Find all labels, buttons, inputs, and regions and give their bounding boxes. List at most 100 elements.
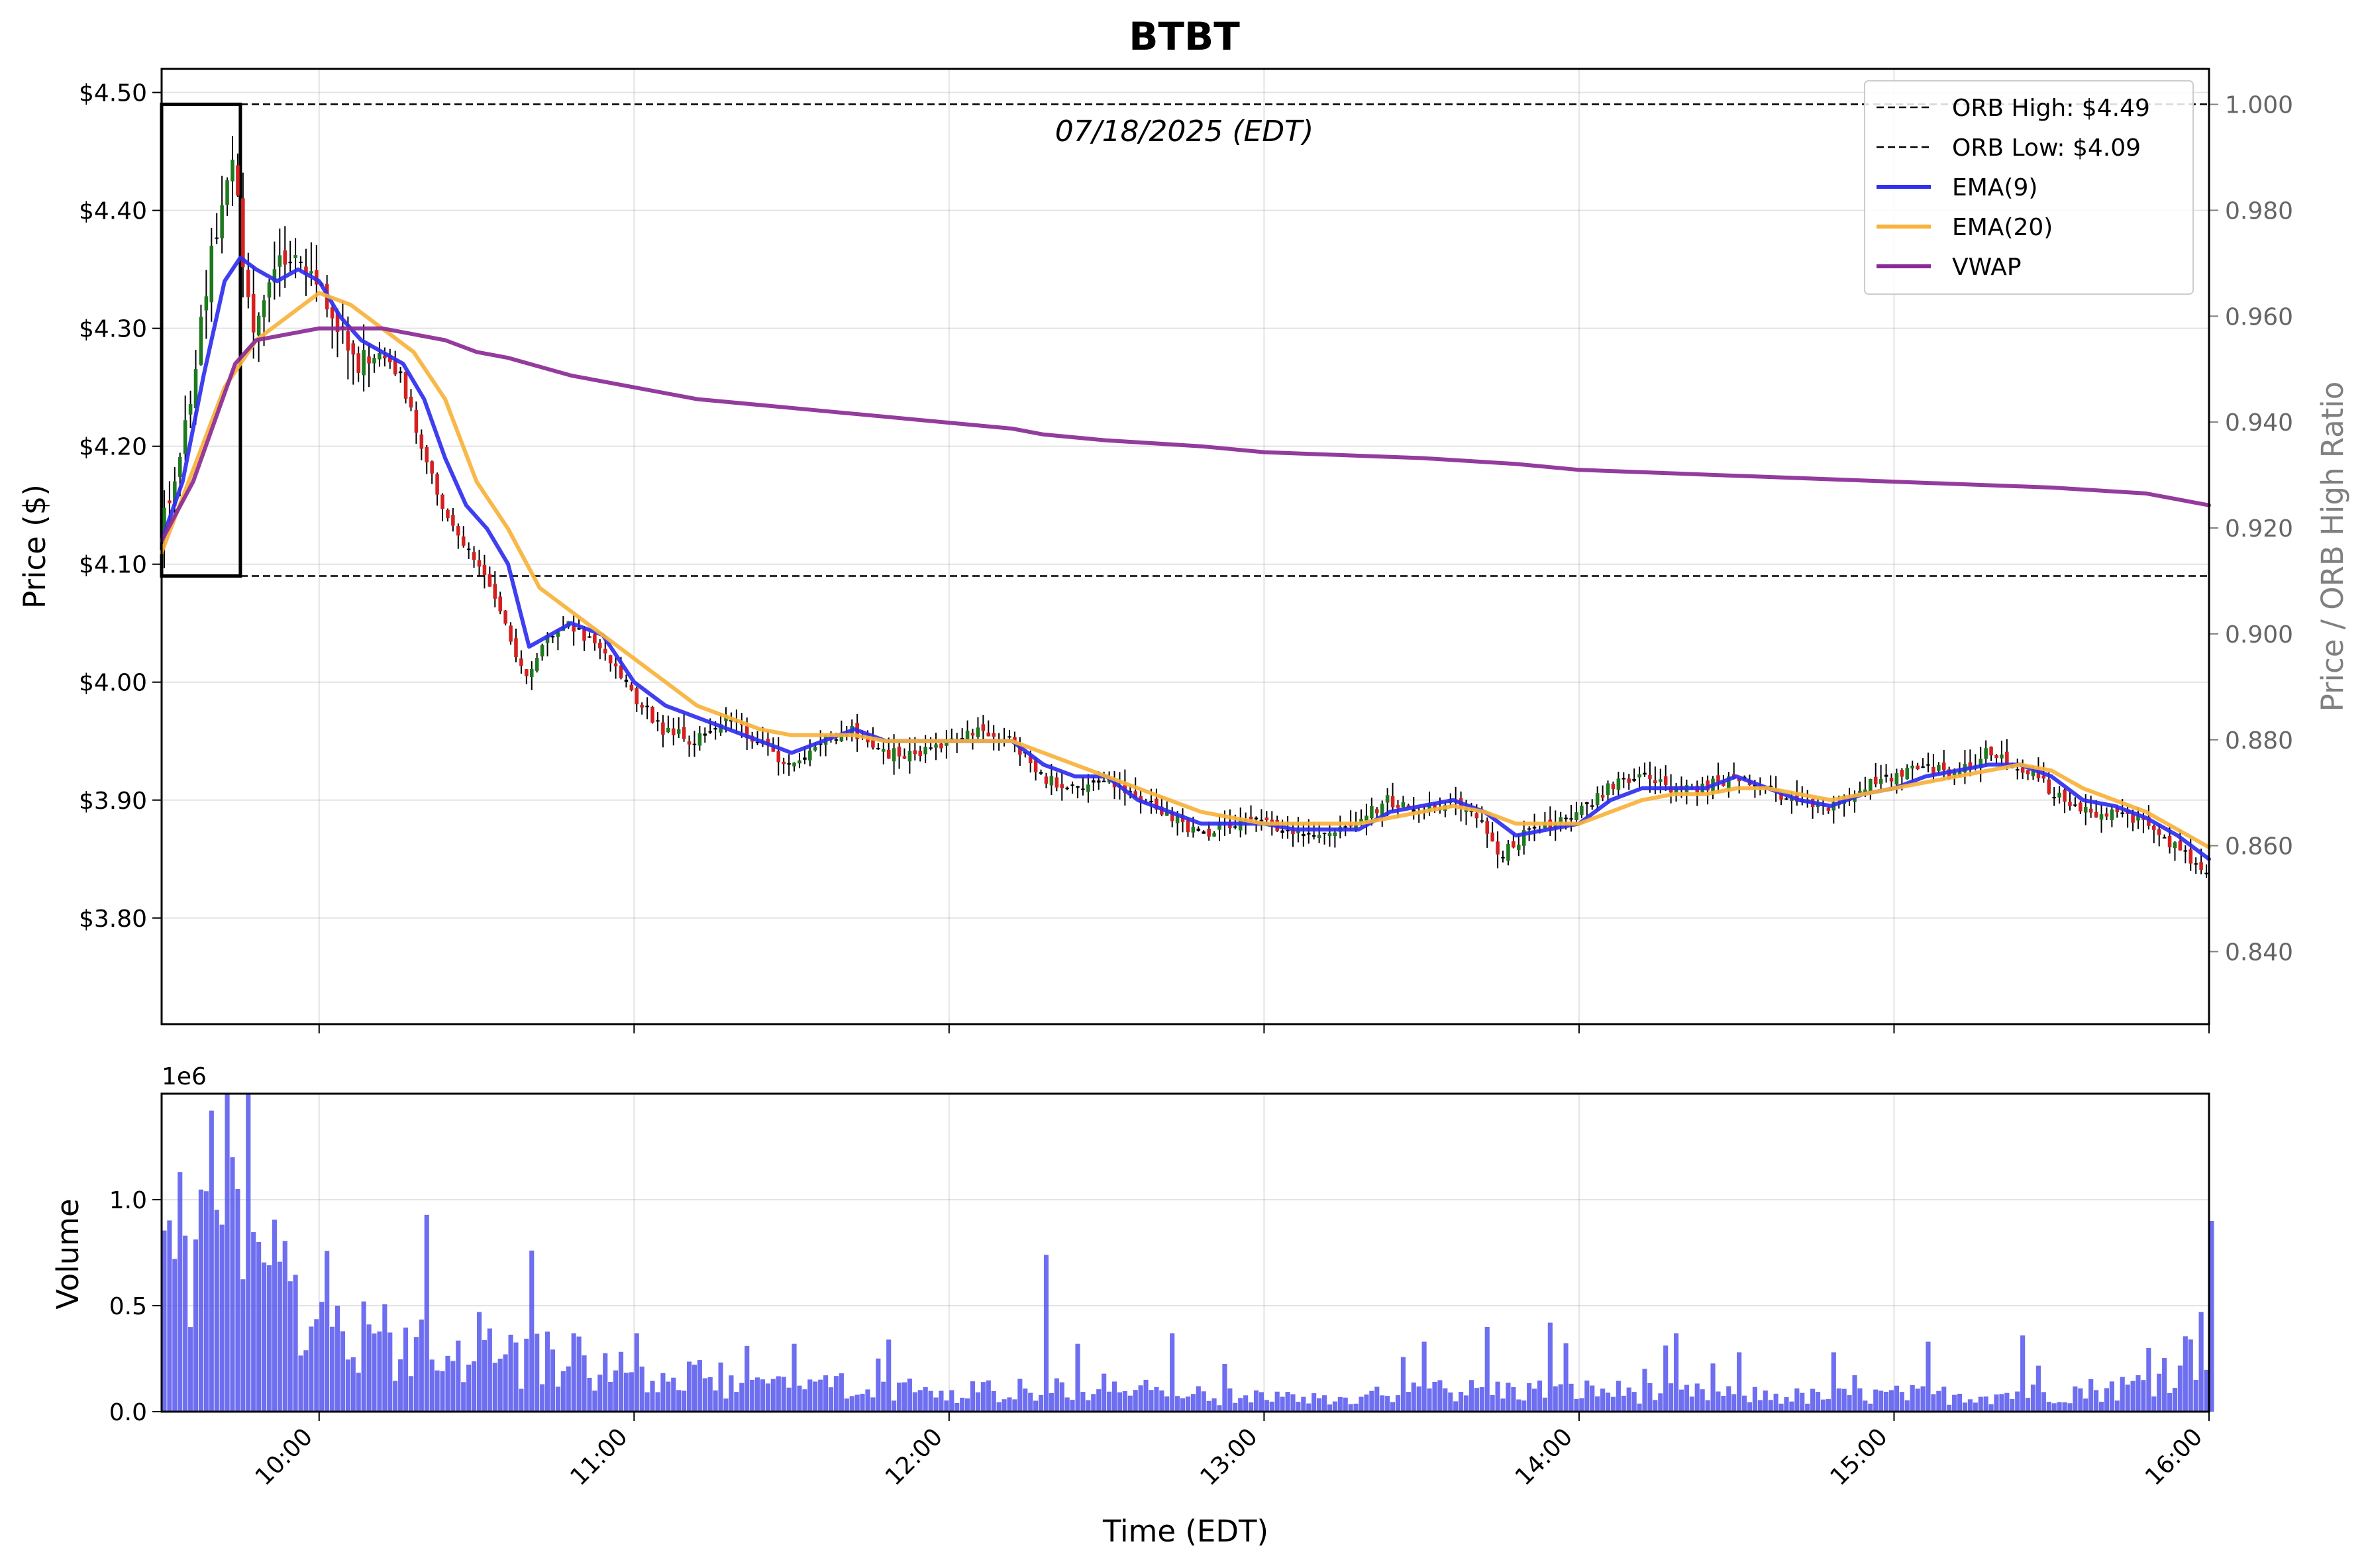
- candle-body: [1254, 817, 1259, 819]
- candle-body: [1164, 811, 1169, 816]
- candle-body: [1007, 736, 1011, 738]
- volume-bar: [1941, 1386, 1947, 1412]
- candle-body: [703, 733, 707, 736]
- candle-body: [351, 343, 356, 355]
- volume-bar: [1973, 1402, 1978, 1412]
- volume-bar: [314, 1319, 319, 1412]
- volume-bar: [1312, 1393, 1317, 1412]
- volume-bar: [1285, 1392, 1290, 1412]
- candle-body: [808, 751, 812, 760]
- candle-body: [1722, 782, 1725, 786]
- legend-entry: ORB High: $4.49: [1952, 95, 2150, 122]
- volume-bar: [1794, 1388, 1800, 1412]
- volume-bar: [435, 1370, 440, 1412]
- volume-bar: [1563, 1343, 1569, 1412]
- candle-body: [540, 645, 544, 656]
- volume-bar: [1742, 1395, 1747, 1412]
- volume-bar: [702, 1378, 707, 1412]
- volume-bar: [1406, 1392, 1411, 1412]
- candle-body: [1826, 808, 1831, 811]
- volume-bar: [1159, 1390, 1164, 1412]
- candle-body: [309, 271, 313, 274]
- candle-body: [1648, 775, 1652, 779]
- series-line-ema-9: [160, 255, 2211, 861]
- candle-body: [2020, 767, 2025, 773]
- candle-body: [1984, 748, 1988, 759]
- volume-bar: [372, 1333, 377, 1412]
- volume-bar: [986, 1380, 991, 1412]
- candle-body: [1553, 823, 1558, 829]
- candle-body: [1086, 784, 1090, 792]
- legend-entry: EMA(9): [1952, 174, 2037, 201]
- volume-bar: [377, 1331, 382, 1412]
- price-y-tick-label: $3.80: [79, 906, 147, 933]
- volume-bar: [1138, 1385, 1143, 1412]
- volume-bar: [1327, 1404, 1333, 1412]
- candle-body: [918, 751, 923, 757]
- volume-bar: [1201, 1391, 1206, 1412]
- candle-body: [199, 317, 203, 365]
- candle-body: [635, 688, 639, 705]
- volume-bar: [1873, 1389, 1879, 1412]
- volume-bar: [1091, 1394, 1096, 1412]
- chart-subtitle: 07/18/2025 (EDT): [1055, 115, 1313, 148]
- volume-bar: [319, 1302, 325, 1412]
- volume-bar: [828, 1387, 834, 1412]
- candle-body: [1595, 793, 1600, 806]
- volume-bar: [792, 1343, 797, 1412]
- candle-body: [1354, 823, 1358, 829]
- volume-bar: [524, 1338, 529, 1412]
- volume-bar: [1364, 1394, 1369, 1412]
- volume-bar: [492, 1363, 497, 1412]
- volume-bar: [335, 1306, 340, 1412]
- volume-bar: [576, 1336, 582, 1412]
- volume-bar: [1332, 1401, 1337, 1412]
- ratio-y-tick-label: 0.960: [2225, 303, 2293, 331]
- candle-body: [398, 371, 403, 374]
- price-y-tick-label: $4.00: [79, 670, 147, 697]
- volume-bar: [1757, 1400, 1763, 1412]
- price-y-tick-label: $4.30: [79, 316, 147, 343]
- volume-bar: [1584, 1381, 1590, 1412]
- volume-bar: [2067, 1403, 2073, 1412]
- volume-bar: [403, 1328, 409, 1412]
- volume-bar: [1626, 1387, 1631, 1412]
- volume-bar: [1238, 1398, 1243, 1412]
- candle-body: [1600, 795, 1605, 798]
- volume-bar: [686, 1361, 692, 1412]
- candle-body: [545, 635, 550, 643]
- price-y-tick-label: $4.40: [79, 198, 147, 225]
- candle-body: [640, 705, 644, 708]
- volume-bar: [587, 1377, 592, 1412]
- candle-body: [745, 725, 749, 739]
- candle-body: [173, 481, 177, 506]
- candle-body: [529, 668, 534, 677]
- volume-bar: [839, 1373, 844, 1412]
- volume-bar: [1448, 1392, 1453, 1412]
- candle-body: [2104, 813, 2109, 817]
- candle-body: [1643, 772, 1647, 775]
- volume-bar: [1070, 1400, 1075, 1412]
- candle-body: [1102, 780, 1106, 782]
- volume-bar: [162, 1230, 167, 1412]
- volume-bar: [1689, 1396, 1694, 1412]
- volume-bar: [413, 1337, 419, 1412]
- volume-bar: [1705, 1400, 1710, 1412]
- candle-body: [435, 474, 439, 495]
- volume-bar: [1217, 1405, 1222, 1412]
- volume-bar: [1111, 1381, 1117, 1412]
- volume-bar: [1610, 1396, 1616, 1412]
- volume-bar: [1274, 1391, 1280, 1412]
- candle-body: [582, 627, 586, 641]
- volume-bar: [519, 1388, 524, 1412]
- candle-body: [1716, 775, 1720, 783]
- volume-bar: [797, 1385, 802, 1412]
- ratio-y-tick-label: 0.860: [2225, 833, 2293, 861]
- candle-body: [403, 372, 408, 399]
- volume-multiplier: 1e6: [162, 1063, 207, 1090]
- candle-body: [2000, 755, 2004, 758]
- volume-bar: [2083, 1398, 2088, 1412]
- candle-body: [1590, 805, 1594, 807]
- volume-bar: [1888, 1390, 1894, 1412]
- candle-body: [440, 494, 444, 509]
